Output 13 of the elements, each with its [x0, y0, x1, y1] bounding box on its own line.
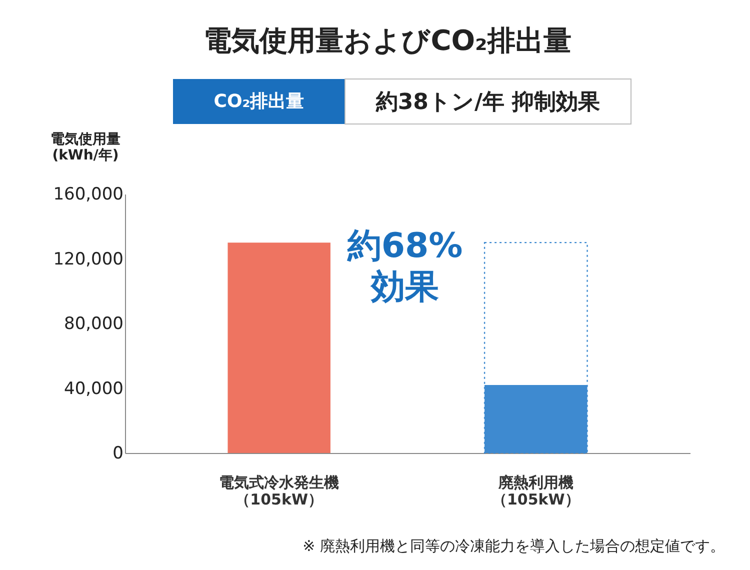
text: ※ 廃熱利用機と同等の冷凍能力を導入した場合の想定値です。 [302, 537, 725, 555]
x-tick-label: 廃熱利用機（105kW） [492, 474, 580, 508]
x-tick-label: 電気式冷水発生機（105kW） [219, 474, 340, 508]
y-tick-label: 80,000 [64, 314, 124, 334]
y-tick-label: 40,000 [64, 378, 124, 399]
annotation: 約68% 効果 [346, 226, 463, 307]
y-tick-label: 120,000 [53, 249, 124, 270]
y-axis-title: 電気使用量 (kWh/年) [50, 132, 120, 164]
y-tick-label: 160,000 [53, 184, 124, 204]
text: CO₂排出量 [214, 91, 304, 112]
text: 約38トン/年 抑制効果 [374, 90, 602, 115]
chart-title: 電気使用量およびCO₂排出量 [204, 24, 572, 57]
y-tick-label: 0 [112, 444, 124, 464]
